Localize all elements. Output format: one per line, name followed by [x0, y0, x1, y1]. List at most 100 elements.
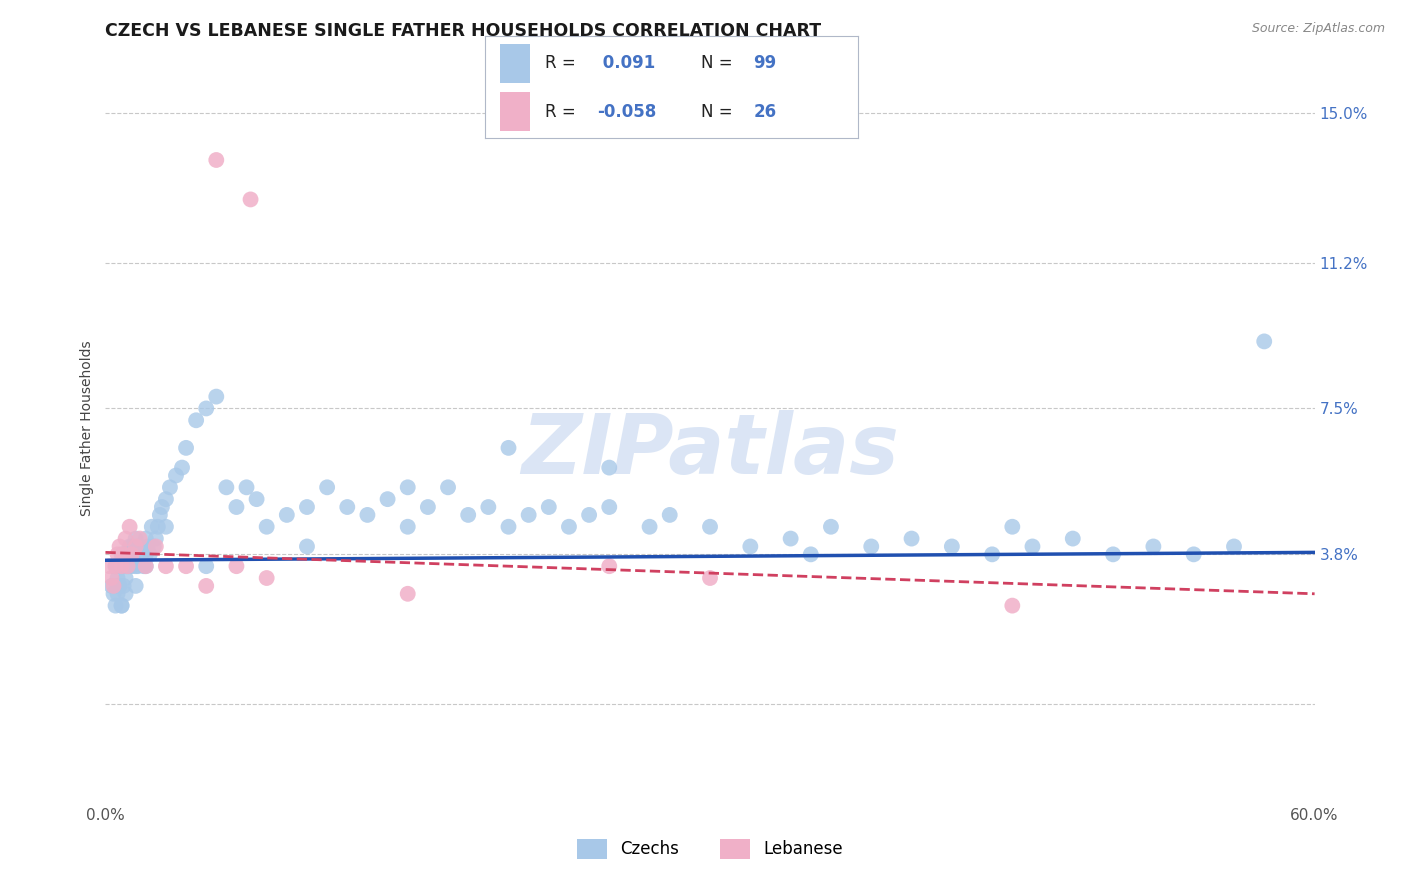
Point — [295, 540, 318, 554]
Point — [121, 547, 143, 561]
Point — [186, 413, 208, 427]
Point — [1001, 599, 1024, 613]
Point — [127, 540, 149, 554]
Point — [110, 599, 132, 613]
Point — [114, 587, 136, 601]
Point — [900, 532, 922, 546]
Point — [225, 559, 247, 574]
Text: ZIPatlas: ZIPatlas — [522, 410, 898, 491]
Text: -0.058: -0.058 — [596, 103, 657, 120]
Legend: Czechs, Lebanese: Czechs, Lebanese — [569, 832, 851, 865]
Point — [127, 559, 149, 574]
Point — [141, 520, 163, 534]
Point — [437, 480, 460, 494]
Point — [103, 587, 125, 601]
Point — [108, 559, 131, 574]
Point — [155, 520, 177, 534]
Point — [699, 520, 721, 534]
Point — [117, 559, 139, 574]
Point — [103, 579, 125, 593]
Point — [1062, 532, 1084, 546]
Point — [135, 547, 157, 561]
Text: 26: 26 — [754, 103, 776, 120]
Point — [114, 532, 136, 546]
Point — [110, 547, 132, 561]
Text: N =: N = — [702, 103, 738, 120]
Point — [107, 571, 129, 585]
Point — [578, 508, 600, 522]
Point — [139, 547, 162, 561]
Point — [517, 508, 540, 522]
Point — [118, 520, 141, 534]
Point — [558, 520, 581, 534]
Text: N =: N = — [702, 54, 738, 72]
Point — [1001, 520, 1024, 534]
Bar — [501, 92, 530, 131]
Point — [98, 559, 121, 574]
Point — [941, 540, 963, 554]
Y-axis label: Single Father Households: Single Father Households — [80, 341, 94, 516]
Point — [195, 579, 218, 593]
Point — [125, 532, 148, 546]
Point — [1223, 540, 1246, 554]
Point — [740, 540, 762, 554]
Point — [498, 520, 520, 534]
Text: R =: R = — [544, 54, 581, 72]
Point — [1021, 540, 1043, 554]
Point — [416, 500, 439, 514]
Point — [146, 520, 169, 534]
Point — [598, 559, 620, 574]
Point — [104, 559, 127, 574]
Point — [145, 532, 167, 546]
Point — [128, 532, 150, 546]
Point — [155, 492, 177, 507]
Point — [112, 579, 135, 593]
Point — [981, 547, 1004, 561]
Point — [396, 587, 419, 601]
Point — [107, 547, 129, 561]
Point — [118, 540, 141, 554]
Point — [110, 559, 132, 574]
Point — [155, 559, 177, 574]
Point — [356, 508, 378, 522]
Point — [114, 559, 136, 574]
Point — [235, 480, 257, 494]
Point — [117, 559, 139, 574]
Point — [195, 559, 218, 574]
Text: Source: ZipAtlas.com: Source: ZipAtlas.com — [1251, 22, 1385, 36]
Point — [110, 599, 132, 613]
Point — [122, 547, 145, 561]
Point — [135, 559, 157, 574]
Point — [149, 508, 172, 522]
Point — [477, 500, 499, 514]
Point — [205, 390, 228, 404]
Text: CZECH VS LEBANESE SINGLE FATHER HOUSEHOLDS CORRELATION CHART: CZECH VS LEBANESE SINGLE FATHER HOUSEHOL… — [105, 22, 821, 40]
Point — [638, 520, 661, 534]
Point — [132, 559, 155, 574]
Point — [118, 559, 141, 574]
Point — [136, 540, 159, 554]
Point — [135, 532, 157, 546]
Point — [779, 532, 801, 546]
Point — [159, 480, 181, 494]
Point — [112, 559, 135, 574]
Point — [860, 540, 883, 554]
Point — [142, 540, 165, 554]
Point — [174, 441, 197, 455]
Text: R =: R = — [544, 103, 581, 120]
Point — [1253, 334, 1275, 349]
Point — [316, 480, 339, 494]
Point — [165, 468, 187, 483]
Point — [205, 153, 228, 167]
Point — [114, 571, 136, 585]
Point — [108, 540, 131, 554]
Point — [256, 520, 278, 534]
Point — [125, 540, 148, 554]
Point — [377, 492, 399, 507]
Point — [108, 579, 131, 593]
Bar — [501, 44, 530, 83]
Point — [276, 508, 298, 522]
Point — [295, 500, 318, 514]
Point — [114, 547, 136, 561]
Point — [131, 547, 153, 561]
